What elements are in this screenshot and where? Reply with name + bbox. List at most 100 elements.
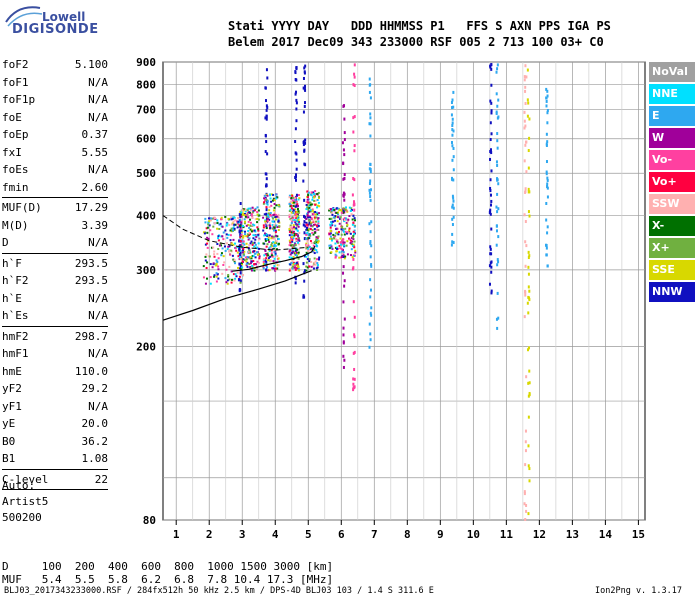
echo-point [247, 220, 250, 223]
echo-point [350, 236, 353, 239]
echo-point [257, 229, 260, 232]
echo-point [232, 273, 235, 276]
echo-point [369, 241, 372, 245]
echo-point [303, 86, 306, 90]
echo-point [353, 377, 356, 381]
echo-point [347, 231, 350, 234]
echo-point [203, 232, 206, 235]
echo-point [314, 199, 317, 202]
echo-point [353, 335, 356, 339]
param-value: 17.29 [74, 201, 108, 214]
echo-point [318, 205, 321, 208]
echo-point [272, 260, 275, 263]
echo-point [332, 233, 335, 236]
echo-point [239, 264, 242, 268]
echo-point [523, 110, 526, 114]
echo-point [304, 64, 307, 68]
echo-point [524, 440, 527, 444]
echo-point [272, 229, 275, 232]
echo-point [342, 265, 345, 269]
echo-point [349, 254, 352, 257]
echo-point [353, 240, 356, 243]
echo-point [273, 245, 276, 248]
echo-point [335, 250, 338, 253]
echo-point [291, 244, 294, 247]
auto-program: Artist5 [2, 495, 49, 508]
echo-point [202, 276, 205, 279]
echo-point [369, 255, 372, 259]
param-label: hmF1 [2, 347, 29, 360]
echo-point [340, 248, 343, 251]
echo-point [209, 276, 212, 279]
echo-point [490, 289, 493, 293]
echo-point [239, 271, 242, 275]
param-label: yE [2, 417, 16, 430]
echo-point [313, 257, 316, 260]
echo-point [249, 209, 252, 212]
echo-point [251, 206, 254, 209]
echo-point [489, 121, 492, 125]
echo-point [265, 233, 268, 236]
echo-point [256, 213, 259, 216]
echo-point [495, 243, 498, 247]
param-value: N/A [88, 93, 108, 106]
echo-point [328, 209, 331, 212]
echo-point [246, 265, 249, 268]
echo-point [275, 248, 278, 251]
auto-label: Auto: [2, 479, 36, 492]
echo-point [235, 275, 238, 278]
echo-point [329, 223, 332, 226]
echo-point [273, 257, 276, 260]
echo-point [302, 110, 305, 114]
echo-point [292, 204, 295, 207]
echo-point [303, 237, 306, 241]
echo-point [254, 238, 257, 241]
echo-point [495, 92, 498, 96]
echo-point [523, 213, 526, 217]
echo-point [343, 192, 346, 196]
echo-point [239, 244, 242, 248]
echo-point [228, 245, 231, 248]
echo-point [316, 251, 319, 254]
echo-point [341, 242, 344, 245]
echo-point [488, 210, 491, 214]
echo-point [305, 246, 308, 249]
param-label: D [2, 236, 9, 249]
echo-point [204, 243, 207, 246]
echo-point [315, 249, 318, 252]
echo-point [309, 240, 312, 243]
echo-point [294, 264, 297, 267]
echo-point [292, 246, 295, 249]
echo-point [276, 215, 279, 218]
echo-point [545, 143, 548, 147]
echo-point [352, 222, 355, 225]
echo-point [236, 271, 239, 274]
echo-point [352, 238, 355, 241]
echo-point [265, 254, 268, 257]
echo-point [369, 295, 372, 299]
echo-point [341, 252, 344, 255]
echo-point [527, 295, 530, 299]
param-row: yF2 29.2 [2, 380, 108, 398]
echo-point [524, 429, 527, 433]
echo-point [266, 105, 269, 109]
echo-point [353, 178, 356, 182]
echo-point [244, 215, 247, 218]
echo-point [546, 185, 549, 189]
echo-point [254, 218, 257, 221]
param-label: yF1 [2, 399, 22, 413]
echo-point [278, 242, 281, 245]
echo-point [288, 215, 291, 218]
echo-point [272, 267, 275, 270]
echo-point [238, 239, 241, 243]
echo-point [337, 247, 340, 250]
echo-point [314, 240, 317, 243]
electron-density-profile [162, 270, 312, 321]
echo-point [243, 218, 246, 221]
echo-point [251, 216, 254, 219]
echo-point [244, 209, 247, 212]
echo-point [496, 104, 499, 108]
echo-point [368, 167, 371, 171]
profile-dashed [162, 215, 309, 251]
